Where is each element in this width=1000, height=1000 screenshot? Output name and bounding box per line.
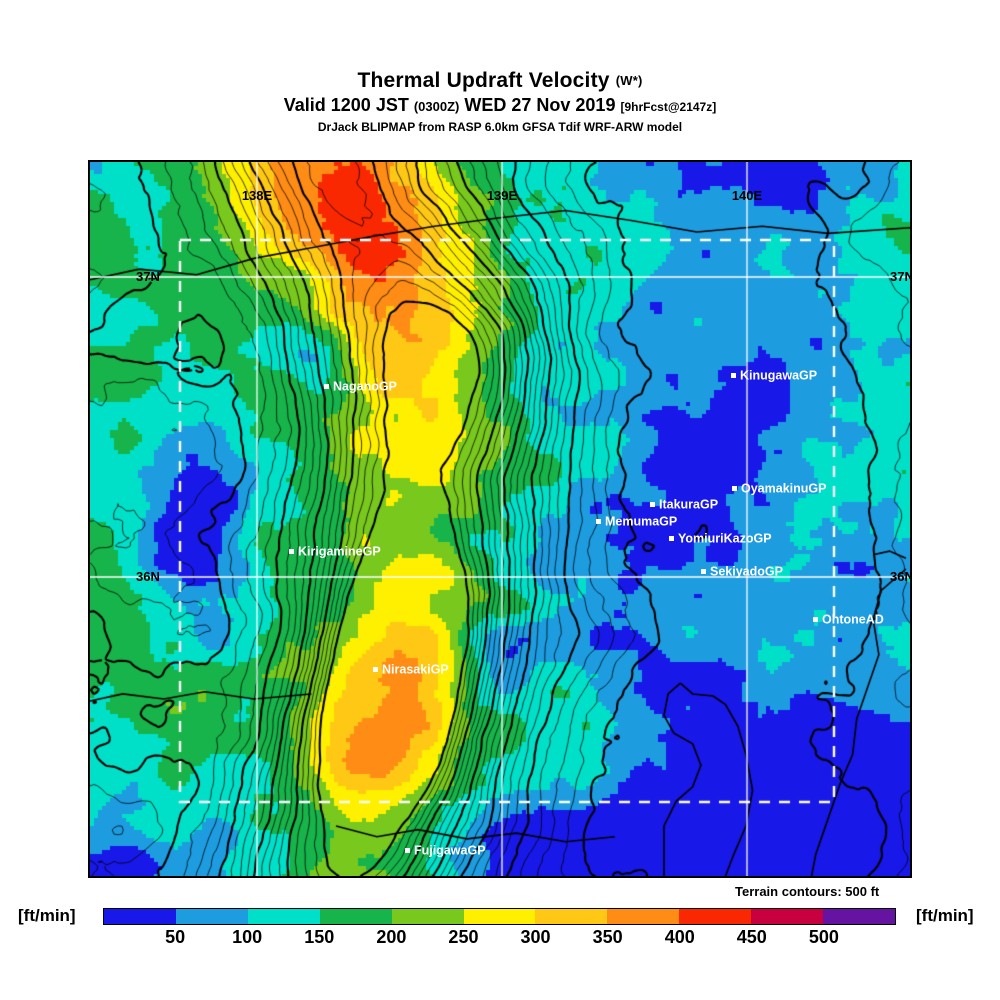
waypoint-FujigawaGP: FujigawaGP — [405, 843, 486, 858]
colorbar-tick-400: 400 — [664, 927, 695, 947]
valid-local-time: Valid 1200 JST — [283, 95, 409, 115]
waypoint-marker-icon — [596, 518, 601, 524]
waypoint-marker-icon — [324, 383, 329, 389]
waypoint-OyamakinuGP: OyamakinuGP — [732, 481, 826, 496]
colorbar-tick-500: 500 — [808, 927, 839, 947]
waypoint-label: YomiuriKazoGP — [678, 531, 772, 546]
waypoint-marker-icon — [701, 568, 706, 574]
colorbar-tick-250: 250 — [448, 927, 479, 947]
colorbar-tick-150: 150 — [304, 927, 335, 947]
waypoint-marker-icon — [731, 372, 736, 378]
colorbar-band-500 — [823, 909, 895, 924]
waypoint-OhtoneAD: OhtoneAD — [813, 612, 884, 627]
waypoint-NirasakiGP: NirasakiGP — [373, 662, 449, 677]
waypoint-label: FujigawaGP — [414, 843, 486, 858]
grid-label-139E-top: 139E — [486, 188, 518, 203]
grid-label-138E-top: 138E — [241, 188, 273, 203]
colorbar-band-450 — [751, 909, 824, 924]
colorbar-band-100 — [247, 909, 320, 924]
colorbar-tick-350: 350 — [592, 927, 623, 947]
colorbar-band-50 — [175, 909, 248, 924]
grid-label-37N-right: 37N — [890, 269, 912, 284]
valid-date: WED 27 Nov 2019 — [464, 95, 616, 115]
colorbar-band-350 — [607, 909, 680, 924]
grid-label-36N-right: 36N — [890, 569, 912, 584]
map-raster-field — [90, 162, 910, 876]
waypoint-KinugawaGP: KinugawaGP — [731, 368, 817, 383]
title-block: Thermal Updraft Velocity (W*) Valid 1200… — [0, 70, 1000, 135]
waypoint-label: NaganoGP — [333, 379, 397, 394]
colorbar-tick-450: 450 — [736, 927, 767, 947]
colorbar-band-300 — [535, 909, 608, 924]
waypoint-label: MemumaGP — [605, 514, 678, 529]
grid-label-36N-left: 36N — [136, 569, 160, 584]
title-text: Thermal Updraft Velocity — [357, 69, 610, 92]
waypoint-label: SekiyadoGP — [710, 564, 783, 579]
grid-label-140E-top: 140E — [731, 188, 763, 203]
waypoint-ItakuraGP: ItakuraGP — [650, 497, 718, 512]
colorbar-band-150 — [319, 909, 392, 924]
colorbar-band-0 — [104, 909, 176, 924]
legend-unit-left: [ft/min] — [18, 906, 76, 925]
waypoint-YomiuriKazoGP: YomiuriKazoGP — [669, 531, 772, 546]
grid-label-37N-left: 37N — [136, 269, 160, 284]
colorbar-tick-50: 50 — [165, 927, 186, 947]
waypoint-marker-icon — [650, 501, 655, 507]
waypoint-marker-icon — [813, 616, 818, 622]
colorbar-band-200 — [391, 909, 464, 924]
waypoint-label: KirigamineGP — [298, 544, 381, 559]
waypoint-marker-icon — [732, 485, 737, 491]
colorbar-tick-200: 200 — [376, 927, 407, 947]
waypoint-NaganoGP: NaganoGP — [324, 379, 397, 394]
colorbar-tick-100: 100 — [232, 927, 263, 947]
title-suffix: (W*) — [615, 73, 643, 88]
waypoint-MemumaGP: MemumaGP — [596, 514, 677, 529]
valid-time-line: Valid 1200 JST (0300Z) WED 27 Nov 2019 [… — [0, 94, 1000, 118]
waypoint-marker-icon — [373, 666, 378, 672]
waypoint-SekiyadoGP: SekiyadoGP — [701, 564, 783, 579]
forecast-tag: [9hrFcst@2147z] — [620, 100, 717, 114]
page-title: Thermal Updraft Velocity (W*) — [0, 70, 1000, 92]
waypoint-marker-icon — [405, 847, 410, 853]
color-legend: [ft/min] [ft/min] 50 100 150 200 250 300 350 40… — [0, 905, 1000, 955]
waypoint-label: ItakuraGP — [659, 497, 719, 512]
waypoint-label: NirasakiGP — [382, 662, 449, 677]
waypoint-KirigamineGP: KirigamineGP — [289, 544, 381, 559]
legend-unit-right: [ft/min] — [916, 906, 974, 925]
waypoint-label: KinugawaGP — [740, 368, 818, 383]
model-source-line: DrJack BLIPMAP from RASP 6.0km GFSA Tdif… — [317, 120, 683, 134]
colorbar-band-400 — [679, 909, 752, 924]
waypoint-marker-icon — [289, 548, 294, 554]
colorbar-tick-300: 300 — [520, 927, 551, 947]
colorbar-band-250 — [463, 909, 536, 924]
terrain-contour-note: Terrain contours: 500 ft — [735, 884, 880, 899]
waypoint-label: OhtoneAD — [822, 612, 884, 627]
valid-utc-time: (0300Z) — [413, 99, 460, 114]
waypoint-label: OyamakinuGP — [741, 481, 827, 496]
colorbar[interactable] — [103, 908, 896, 925]
waypoint-marker-icon — [669, 535, 674, 541]
forecast-map[interactable]: 138E139E140E138E139E37N36N37N36NNaganoGP… — [88, 160, 912, 878]
